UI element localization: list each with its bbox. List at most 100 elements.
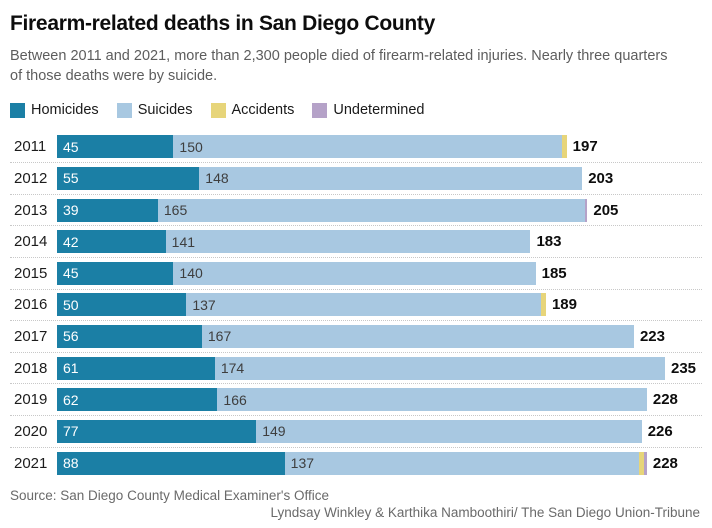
credit-note: Lyndsay Winkley & Karthika Namboothiri/ … xyxy=(270,505,700,521)
segment-homicides: 62 xyxy=(57,388,218,412)
stacked-bar: 39 165 xyxy=(57,198,588,222)
segment-homicides: 45 xyxy=(57,261,174,285)
legend-item-undetermined: Undetermined xyxy=(312,102,424,118)
suicides-value-label: 150 xyxy=(179,138,203,155)
segment-suicides: 149 xyxy=(256,419,642,443)
chart-row-2018: 2018 61 174 235 xyxy=(10,353,702,385)
segment-suicides: 174 xyxy=(214,356,665,380)
segment-homicides: 50 xyxy=(57,293,187,317)
bar-chart: 2011 45 150 197 2012 55 148 203 2013 39 165 205 2014… xyxy=(10,132,702,480)
accidents-swatch-icon xyxy=(210,102,226,118)
homicides-value-label: 88 xyxy=(63,455,79,472)
year-label: 2015 xyxy=(14,264,48,282)
segment-accidents xyxy=(540,293,546,317)
stacked-bar: 45 140 xyxy=(57,261,536,285)
suicides-swatch-icon xyxy=(116,102,132,118)
chart-row-2015: 2015 45 140 185 xyxy=(10,258,702,290)
stacked-bar: 88 137 xyxy=(57,451,647,475)
homicides-value-label: 50 xyxy=(63,296,79,313)
chart-footer: Source: San Diego County Medical Examine… xyxy=(10,488,702,520)
segment-suicides: 141 xyxy=(165,230,531,254)
subtitle-line-2: of those deaths were by suicide. xyxy=(10,68,218,85)
suicides-value-label: 167 xyxy=(207,328,232,345)
homicides-value-label: 42 xyxy=(63,233,79,250)
stacked-bar: 77 149 xyxy=(57,419,642,443)
homicides-value-label: 62 xyxy=(63,391,79,408)
segment-homicides: 77 xyxy=(57,419,257,443)
segment-suicides: 150 xyxy=(173,135,562,159)
total-label: 189 xyxy=(551,296,577,314)
total-label: 203 xyxy=(588,169,614,187)
homicides-value-label: 56 xyxy=(63,328,79,345)
segment-homicides: 45 xyxy=(57,135,174,159)
legend: Homicides Suicides Accidents Undetermined xyxy=(10,102,702,119)
legend-label: Suicides xyxy=(137,102,193,119)
homicides-value-label: 55 xyxy=(63,170,79,187)
stacked-bar: 42 141 xyxy=(57,230,531,254)
segment-suicides: 166 xyxy=(217,388,647,412)
segment-accidents xyxy=(561,135,567,159)
segment-homicides: 88 xyxy=(57,451,285,475)
stacked-bar: 56 167 xyxy=(57,324,634,348)
suicides-value-label: 166 xyxy=(223,391,247,408)
stacked-bar: 50 137 xyxy=(57,293,546,317)
segment-undetermined xyxy=(644,451,647,475)
segment-suicides: 137 xyxy=(186,293,541,317)
year-label: 2016 xyxy=(14,296,48,314)
chart-row-2017: 2017 56 167 223 xyxy=(10,321,702,353)
suicides-value-label: 165 xyxy=(163,202,188,219)
total-label: 228 xyxy=(652,454,678,472)
chart-subtitle: Between 2011 and 2021, more than 2,300 p… xyxy=(10,46,702,87)
total-label: 205 xyxy=(593,201,619,219)
segment-suicides: 140 xyxy=(173,261,536,285)
legend-label: Undetermined xyxy=(333,102,425,119)
year-label: 2014 xyxy=(14,233,48,251)
year-label: 2017 xyxy=(14,327,48,345)
total-label: 223 xyxy=(639,327,665,345)
homicides-value-label: 39 xyxy=(63,202,79,219)
segment-undetermined xyxy=(584,198,588,222)
total-label: 183 xyxy=(536,233,562,251)
chart-title: Firearm-related deaths in San Diego Coun… xyxy=(10,12,435,35)
year-label: 2021 xyxy=(14,454,48,472)
legend-item-suicides: Suicides xyxy=(116,102,193,119)
legend-label: Homicides xyxy=(31,102,99,119)
segment-homicides: 55 xyxy=(57,166,200,190)
total-label: 185 xyxy=(541,264,567,282)
segment-suicides: 137 xyxy=(284,451,640,475)
year-label: 2018 xyxy=(14,359,48,377)
homicides-value-label: 61 xyxy=(63,360,79,377)
homicides-value-label: 77 xyxy=(63,423,79,440)
suicides-value-label: 140 xyxy=(179,265,203,282)
suicides-value-label: 149 xyxy=(262,423,286,440)
chart-row-2012: 2012 55 148 203 xyxy=(10,163,702,195)
segment-suicides: 167 xyxy=(201,324,634,348)
suicides-value-label: 148 xyxy=(205,170,229,187)
year-label: 2019 xyxy=(14,391,48,409)
total-label: 235 xyxy=(670,359,697,377)
legend-item-accidents: Accidents xyxy=(210,102,295,119)
segment-suicides: 165 xyxy=(157,198,585,222)
suicides-value-label: 137 xyxy=(290,455,315,472)
chart-row-2021: 2021 88 137 228 xyxy=(10,448,702,480)
homicides-swatch-icon xyxy=(10,102,25,118)
segment-homicides: 61 xyxy=(57,356,215,380)
chart-row-2013: 2013 39 165 205 xyxy=(10,195,702,227)
segment-homicides: 56 xyxy=(57,324,202,348)
legend-label: Accidents xyxy=(231,102,295,119)
homicides-value-label: 45 xyxy=(63,138,79,155)
undetermined-swatch-icon xyxy=(312,102,328,118)
segment-accidents xyxy=(639,451,645,475)
chart-row-2014: 2014 42 141 183 xyxy=(10,226,702,258)
segment-homicides: 39 xyxy=(57,198,158,222)
chart-row-2019: 2019 62 166 228 xyxy=(10,384,702,416)
year-label: 2011 xyxy=(14,138,47,156)
stacked-bar: 61 174 xyxy=(57,356,665,380)
subtitle-line-1: Between 2011 and 2021, more than 2,300 p… xyxy=(10,48,668,64)
suicides-value-label: 174 xyxy=(220,360,245,377)
stacked-bar: 55 148 xyxy=(57,166,583,190)
stacked-bar: 62 166 xyxy=(57,388,647,412)
total-label: 226 xyxy=(647,422,673,440)
legend-item-homicides: Homicides xyxy=(10,102,99,118)
chart-row-2020: 2020 77 149 226 xyxy=(10,416,702,448)
